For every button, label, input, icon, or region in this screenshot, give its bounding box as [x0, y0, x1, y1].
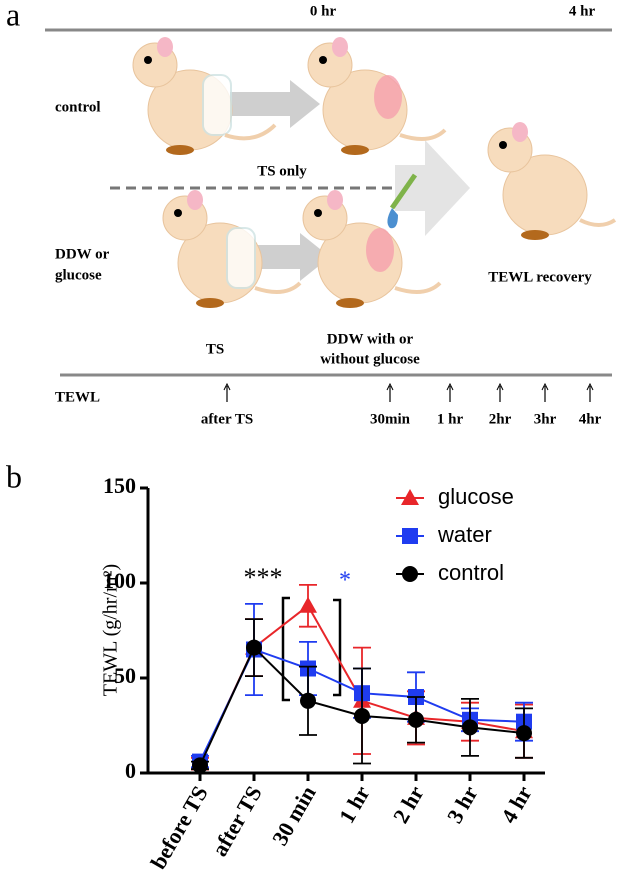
annotation: *** [244, 563, 283, 592]
step-label: DDW with or [327, 331, 414, 347]
mouse [302, 190, 442, 308]
mouse [162, 190, 302, 308]
measure-label: TEWL [55, 389, 100, 405]
group-label: control [55, 99, 101, 115]
timepoint-arrowhead [446, 382, 454, 391]
x-tick-label: before TS [145, 782, 212, 874]
annotation: * [339, 568, 351, 594]
mouse [132, 37, 277, 155]
marker [300, 692, 316, 709]
droplet [387, 208, 398, 229]
timepoint-arrowhead [586, 382, 594, 391]
timepoint-arrowhead [386, 382, 394, 391]
y-axis-label: TEWL (g/hr/m²) [100, 564, 122, 696]
step-label: TS [206, 341, 224, 357]
x-tick-label: 4 hr [496, 781, 537, 827]
y-tick-label: 100 [103, 568, 136, 593]
process-arrow [230, 80, 320, 128]
timepoint-label: 30min [370, 411, 411, 427]
marker [299, 596, 317, 613]
panel-label: a [6, 0, 20, 32]
pipette [389, 173, 418, 210]
x-tick-label: 2 hr [388, 781, 429, 827]
x-tick-label: 1 hr [334, 781, 375, 827]
process-arrow [245, 233, 330, 281]
timepoint-arrowhead [223, 382, 231, 391]
x-tick-label: after TS [207, 782, 267, 861]
process-arrow [395, 140, 470, 236]
y-tick-label: 150 [103, 473, 136, 498]
bracket [281, 596, 290, 702]
mice-illustrations [132, 37, 617, 308]
step-label: TS only [257, 163, 307, 179]
marker [354, 708, 370, 724]
legend-label: water [437, 522, 492, 547]
x-tick-label: 3 hr [442, 781, 483, 827]
timepoint-label: 1 hr [437, 411, 464, 427]
mouse [307, 37, 447, 155]
marker [408, 711, 424, 728]
step-label: without glucose [320, 351, 420, 367]
timepoint-label: 4hr [579, 411, 602, 427]
legend-label: glucose [438, 484, 514, 509]
timepoint-label: after TS [201, 411, 253, 427]
timepoint-arrowhead [541, 382, 549, 391]
bracket [333, 598, 342, 697]
y-tick-label: 0 [125, 758, 136, 783]
timepoint-label: 2hr [489, 411, 512, 427]
time-label: 0 hr [310, 3, 337, 19]
y-tick-label: 50 [114, 663, 136, 688]
panel-label: b [6, 458, 22, 494]
marker [246, 639, 262, 656]
group-label: glucose [55, 267, 102, 283]
mouse [487, 122, 617, 240]
legend-label: control [438, 560, 504, 585]
marker [516, 725, 532, 742]
time-label: 4 hr [569, 3, 596, 19]
marker [192, 757, 208, 774]
timepoints: after TS 30min 1 hr 2hr 3hr 4hr [201, 382, 602, 427]
timepoint-label: 3hr [534, 411, 557, 427]
x-tick-label: 30 min [267, 782, 321, 850]
group-label: DDW or [55, 246, 110, 262]
timepoint-arrowhead [496, 382, 504, 391]
marker [462, 719, 478, 736]
step-label: TEWL recovery [488, 269, 592, 285]
